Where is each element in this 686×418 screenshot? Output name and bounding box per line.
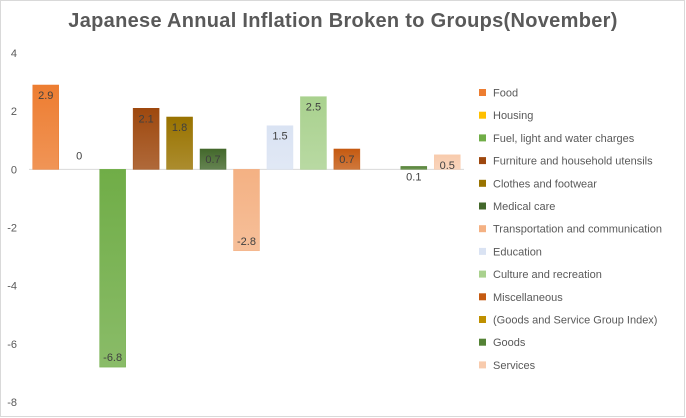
bar-4 [132,108,160,170]
bar-9 [300,96,327,170]
data-label-9: 2.5 [306,102,321,114]
bar-3 [99,169,126,368]
bar-10 [333,148,361,170]
data-label-8: 1.5 [272,131,287,143]
data-label-4: 2.1 [138,113,153,125]
legend-label-2: Housing [493,110,533,122]
legend-swatch-12 [479,338,486,346]
legend-swatch-11 [479,316,486,323]
data-label-1: 2.9 [38,90,53,102]
y-tick-label: -2 [7,223,17,235]
data-label-5: 1.8 [172,122,187,134]
data-label-6: 0.7 [205,154,220,166]
legend-swatch-3 [479,134,486,142]
legend-label-5: Clothes and footwear [493,178,597,190]
y-tick-label: 0 [11,164,17,176]
legend-swatch-10 [479,293,486,301]
bar-7 [233,169,260,252]
legend-label-1: Food [493,88,518,100]
legend-label-8: Education [493,246,542,258]
bar-8 [266,125,294,170]
data-label-12: 0.1 [406,171,421,183]
data-label-13: 0.5 [440,160,455,172]
legend-swatch-1 [479,89,486,96]
data-label-3: -6.8 [103,352,122,364]
legend-swatch-7 [479,225,486,233]
legend-label-11: (Goods and Service Group Index) [493,315,657,327]
legend-swatch-5 [479,179,486,187]
bar-5 [166,116,193,170]
legend-label-6: Medical care [493,201,555,213]
bar-12 [400,166,428,170]
data-label-7: -2.8 [237,236,256,248]
y-tick-label: -6 [7,339,17,351]
data-label-10: 0.7 [339,154,354,166]
bar-1 [32,84,59,170]
legend-swatch-6 [479,202,486,210]
legend-label-4: Furniture and household utensils [493,156,653,168]
y-tick-label: -4 [7,281,17,293]
legend-label-9: Culture and recreation [493,269,602,281]
legend-label-12: Goods [493,337,526,349]
bar-13 [434,154,461,170]
legend-swatch-8 [479,247,486,255]
bar-6 [199,148,227,170]
legend-label-10: Miscellaneous [493,292,563,304]
legend-label-7: Transportation and communication [493,224,662,236]
legend-label-3: Fuel, light and water charges [493,133,635,145]
legend-label-13: Services [493,360,536,372]
legend-swatch-13 [479,361,486,369]
y-tick-label: 4 [11,48,17,60]
legend-swatch-9 [479,270,486,278]
data-label-2: 0 [76,150,82,162]
y-tick-label: 2 [11,106,17,118]
y-tick-label: -8 [7,397,17,409]
chart-title: Japanese Annual Inflation Broken to Grou… [68,10,618,32]
legend-swatch-2 [479,111,486,119]
legend-swatch-4 [479,157,486,165]
